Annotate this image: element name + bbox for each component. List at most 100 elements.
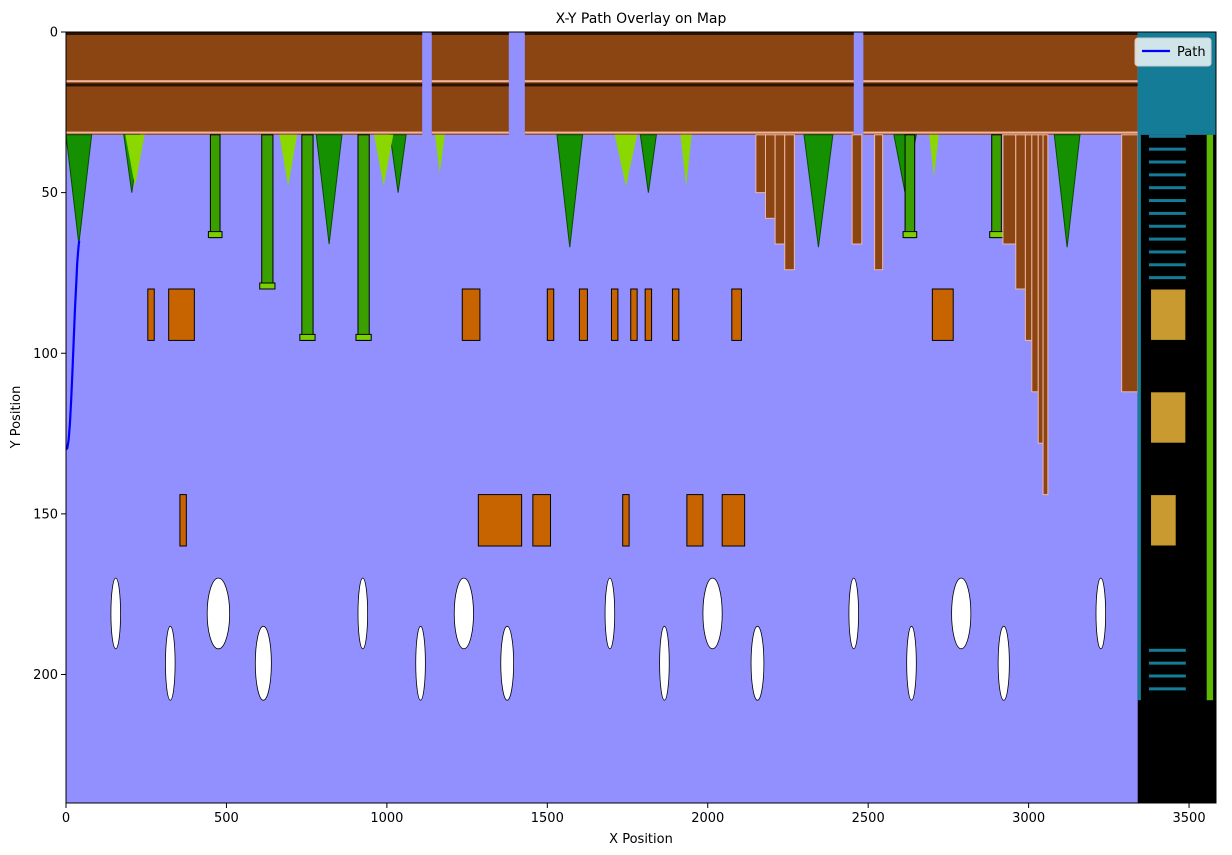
y-tick-label: 0: [50, 26, 58, 41]
cloud: [997, 625, 1010, 701]
bush: [435, 134, 445, 174]
bush: [279, 134, 298, 187]
cloud: [659, 625, 670, 701]
y-tick-label: 100: [33, 347, 58, 362]
series-layer: [66, 240, 81, 451]
brick-block: [630, 288, 638, 341]
x-tick-label: 1000: [370, 811, 403, 826]
underground-wall: [1137, 134, 1141, 701]
brick-mortar: [524, 32, 854, 35]
y-axis-label: Y Position: [9, 386, 24, 450]
pipe-lip: [299, 333, 316, 341]
brick-block: [147, 288, 155, 341]
brick-edge: [431, 80, 509, 83]
cloud: [604, 577, 616, 650]
underground-tiles: [1148, 186, 1186, 190]
y-tick-label: 150: [33, 507, 58, 522]
underground-tiles: [1148, 276, 1186, 280]
underground-tiles: [1148, 147, 1186, 151]
underground-tiles: [1148, 250, 1186, 254]
cloud: [415, 625, 426, 701]
underground-tiles: [1148, 160, 1186, 164]
bush: [125, 134, 145, 187]
brick-mortar: [431, 83, 509, 87]
y-tick-label: 200: [33, 668, 58, 683]
hill: [803, 134, 834, 248]
cloud: [848, 577, 859, 650]
underground-tiles: [1148, 134, 1186, 138]
brick-block: [731, 288, 742, 341]
pipe-lip: [207, 231, 223, 239]
underground-tiles: [1148, 674, 1186, 678]
brick-mortar: [66, 32, 423, 35]
hill: [639, 134, 657, 193]
brick-mortar: [863, 83, 1138, 87]
bush: [929, 134, 939, 177]
brick-block: [721, 494, 746, 547]
coin-bricks: [1150, 494, 1177, 547]
background-map: [66, 32, 1216, 803]
bush: [374, 134, 394, 187]
bush: [680, 134, 692, 187]
pipe: [261, 134, 274, 290]
brick-column: [1002, 134, 1017, 245]
cloud: [254, 625, 272, 701]
brick-column: [851, 134, 863, 245]
brick-column: [764, 134, 776, 219]
y-tick-label: 50: [41, 186, 58, 201]
pipe: [209, 134, 221, 239]
brick-column: [874, 134, 884, 271]
brick-block: [461, 288, 481, 341]
cloud: [110, 577, 121, 650]
legend: Path: [1134, 37, 1212, 67]
legend-label: Path: [1177, 45, 1206, 60]
brick-block: [644, 288, 653, 341]
pipe: [904, 134, 916, 239]
cloud: [951, 577, 972, 650]
hill: [556, 134, 584, 248]
x-axis: 0 500 1000 1500 2000 2500 3000 3500: [62, 803, 1206, 826]
y-axis: 0 50 100 150 200: [33, 26, 66, 683]
x-tick-label: 0: [62, 811, 70, 826]
plot-frame: [65, 31, 1217, 804]
x-tick-label: 2000: [691, 811, 724, 826]
cloud: [453, 577, 474, 650]
underground-tiles: [1148, 648, 1186, 652]
brick-column: [1037, 134, 1044, 444]
underground-tiles: [1148, 211, 1186, 215]
brick-column: [774, 134, 786, 245]
brick-mortar: [863, 32, 1138, 35]
x-axis-label: X Position: [609, 832, 673, 847]
brick-column: [784, 134, 795, 271]
pipe-lip: [989, 231, 1004, 239]
pipe-lip: [902, 231, 918, 239]
brick-column: [1121, 134, 1139, 393]
underground-tiles: [1148, 687, 1186, 691]
underground-tiles: [1148, 661, 1186, 665]
series-line-path: [66, 240, 81, 451]
brick-block: [610, 288, 619, 341]
hill: [315, 134, 343, 245]
x-tick-label: 2500: [852, 811, 885, 826]
brick-mortar: [431, 32, 509, 35]
brick-mortar: [66, 83, 423, 87]
underground-tiles: [1148, 199, 1186, 203]
legend-box: [1134, 37, 1212, 67]
brick-column: [1024, 134, 1033, 341]
underground-area: [1137, 134, 1216, 803]
brick-column: [1015, 134, 1026, 290]
underground-tiles: [1148, 237, 1186, 241]
cloud: [357, 577, 369, 650]
brick-block: [931, 288, 954, 341]
cloud: [906, 625, 917, 701]
cloud: [206, 577, 231, 650]
brick-edge: [524, 131, 854, 134]
brick-block: [546, 288, 555, 341]
cloud: [1095, 577, 1107, 650]
underground-tiles: [1148, 224, 1186, 228]
brick-column: [1042, 134, 1049, 496]
underground-pipe: [1206, 134, 1214, 701]
brick-block: [686, 494, 704, 547]
brick-mortar: [524, 83, 854, 87]
